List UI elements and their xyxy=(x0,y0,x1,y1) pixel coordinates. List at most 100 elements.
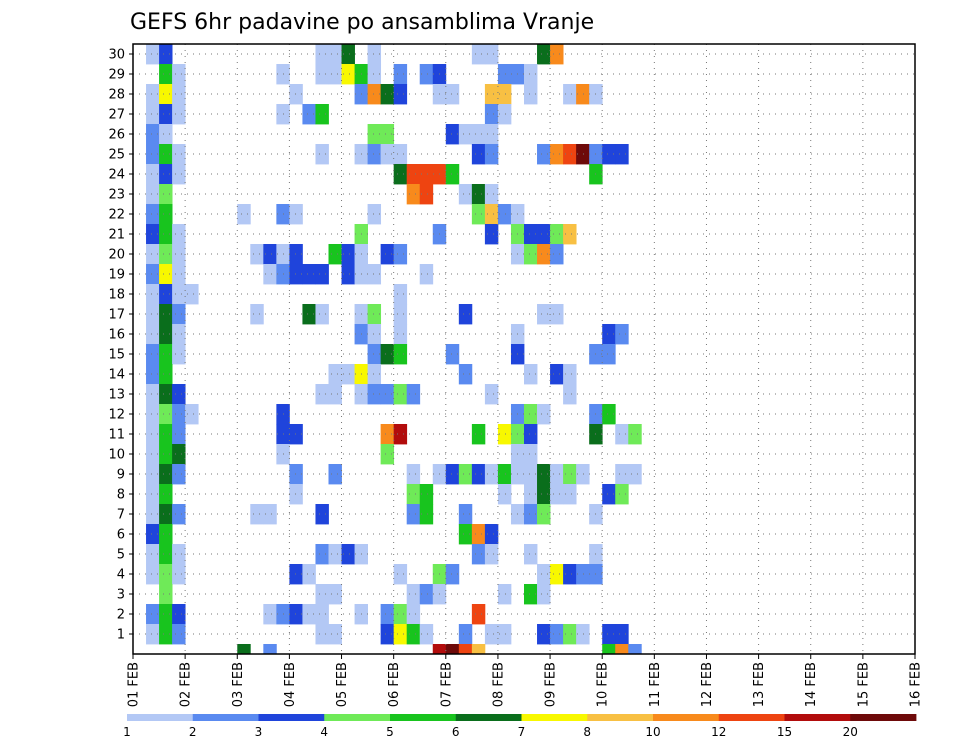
heatmap-cell xyxy=(341,264,355,285)
heatmap-cell xyxy=(146,404,160,425)
heatmap-cell xyxy=(328,624,342,645)
heatmap-cell xyxy=(237,644,251,655)
heatmap-cell xyxy=(471,424,486,445)
heatmap-cell xyxy=(563,224,577,245)
heatmap-cell xyxy=(393,84,408,105)
heatmap-cell xyxy=(576,564,590,585)
heatmap-cell xyxy=(146,304,160,325)
heatmap-cell xyxy=(172,444,186,465)
y-tick-label: 7 xyxy=(117,508,125,523)
heatmap-cell xyxy=(172,264,186,285)
heatmap-cell xyxy=(146,344,160,365)
heatmap-cell xyxy=(172,344,186,365)
colorbar-segment xyxy=(653,714,720,721)
heatmap-cell xyxy=(628,464,642,485)
heatmap-cell xyxy=(615,644,629,655)
heatmap-cell xyxy=(419,584,434,605)
heatmap-cell xyxy=(471,544,486,565)
heatmap-cell xyxy=(615,484,629,505)
heatmap-cell xyxy=(172,284,186,305)
heatmap-cell xyxy=(367,264,382,285)
heatmap-cell xyxy=(172,244,186,265)
heatmap-cell xyxy=(146,424,160,445)
heatmap-cell xyxy=(524,244,538,265)
heatmap-cell xyxy=(537,484,551,505)
heatmap-cell xyxy=(172,404,186,425)
heatmap-cell xyxy=(471,644,486,655)
heatmap-cell xyxy=(484,104,499,125)
heatmap-cell xyxy=(471,44,486,65)
heatmap-cell xyxy=(159,84,173,105)
heatmap-cell xyxy=(328,44,342,65)
heatmap-cell xyxy=(524,584,538,605)
heatmap-cell xyxy=(484,384,499,405)
heatmap-cell xyxy=(328,244,342,265)
heatmap-cell xyxy=(484,184,499,205)
heatmap-cell xyxy=(602,644,616,655)
y-tick-label: 30 xyxy=(108,48,125,63)
heatmap-cell xyxy=(393,424,408,445)
colorbar-segment xyxy=(127,714,194,721)
heatmap-cell xyxy=(445,84,460,105)
heatmap-cell xyxy=(146,104,160,125)
heatmap-cell xyxy=(172,604,186,625)
heatmap-cell xyxy=(289,564,303,585)
y-tick-label: 19 xyxy=(108,268,125,283)
heatmap-cell xyxy=(537,144,551,165)
y-tick-label: 27 xyxy=(108,108,125,123)
heatmap-cell xyxy=(497,624,512,645)
heatmap-cell xyxy=(406,384,421,405)
heatmap-cell xyxy=(146,204,160,225)
heatmap-cell xyxy=(419,624,434,645)
heatmap-cell xyxy=(524,444,538,465)
colorbar-segment xyxy=(455,714,522,721)
heatmap-cell xyxy=(563,464,577,485)
x-tick-label: 10 FEB xyxy=(596,662,611,707)
heatmap-cell xyxy=(328,584,342,605)
heatmap-cell xyxy=(289,604,303,625)
y-tick-label: 22 xyxy=(108,208,125,223)
heatmap-cell xyxy=(458,464,473,485)
heatmap-cell xyxy=(302,604,316,625)
plot-frame xyxy=(132,43,916,655)
heatmap-cell xyxy=(159,624,173,645)
y-tick-label: 29 xyxy=(108,68,125,83)
heatmap-cell xyxy=(159,604,173,625)
heatmap-cell xyxy=(563,144,577,165)
heatmap-cell xyxy=(537,404,551,425)
heatmap-cell xyxy=(484,84,499,105)
colorbar-segment xyxy=(718,714,785,721)
y-axis-ticks: 1234567891011121314151617181920212223242… xyxy=(108,48,133,643)
heatmap-cell xyxy=(159,184,173,205)
heatmap-cell xyxy=(393,344,408,365)
heatmap-cell xyxy=(380,124,395,145)
heatmap-cell xyxy=(367,324,382,345)
heatmap-cell xyxy=(367,384,382,405)
y-tick-label: 4 xyxy=(117,568,125,583)
heatmap-cell xyxy=(497,424,512,445)
heatmap-cell xyxy=(445,164,460,185)
y-tick-label: 17 xyxy=(108,308,125,323)
heatmap-cell xyxy=(159,224,173,245)
heatmap-cell xyxy=(341,544,355,565)
heatmap-cell xyxy=(146,264,160,285)
heatmap-cell xyxy=(146,564,160,585)
heatmap-cell xyxy=(628,644,642,655)
heatmap-cell xyxy=(563,484,577,505)
heatmap-cell xyxy=(380,604,395,625)
heatmap-cell xyxy=(484,464,499,485)
heatmap-cell xyxy=(537,304,551,325)
heatmap-cell xyxy=(419,184,434,205)
heatmap-cell xyxy=(172,564,186,585)
chart-title: GEFS 6hr padavine po ansamblima Vranje xyxy=(130,10,594,35)
heatmap-cell xyxy=(419,164,434,185)
colorbar-segment xyxy=(850,714,917,721)
heatmap-cell xyxy=(615,464,629,485)
heatmap-cell xyxy=(393,384,408,405)
y-tick-label: 12 xyxy=(108,408,125,423)
heatmap-cell xyxy=(159,64,173,85)
heatmap-cell xyxy=(445,564,460,585)
heatmap-cell xyxy=(146,244,160,265)
x-tick-label: 01 FEB xyxy=(127,662,142,707)
heatmap-cell xyxy=(576,464,590,485)
